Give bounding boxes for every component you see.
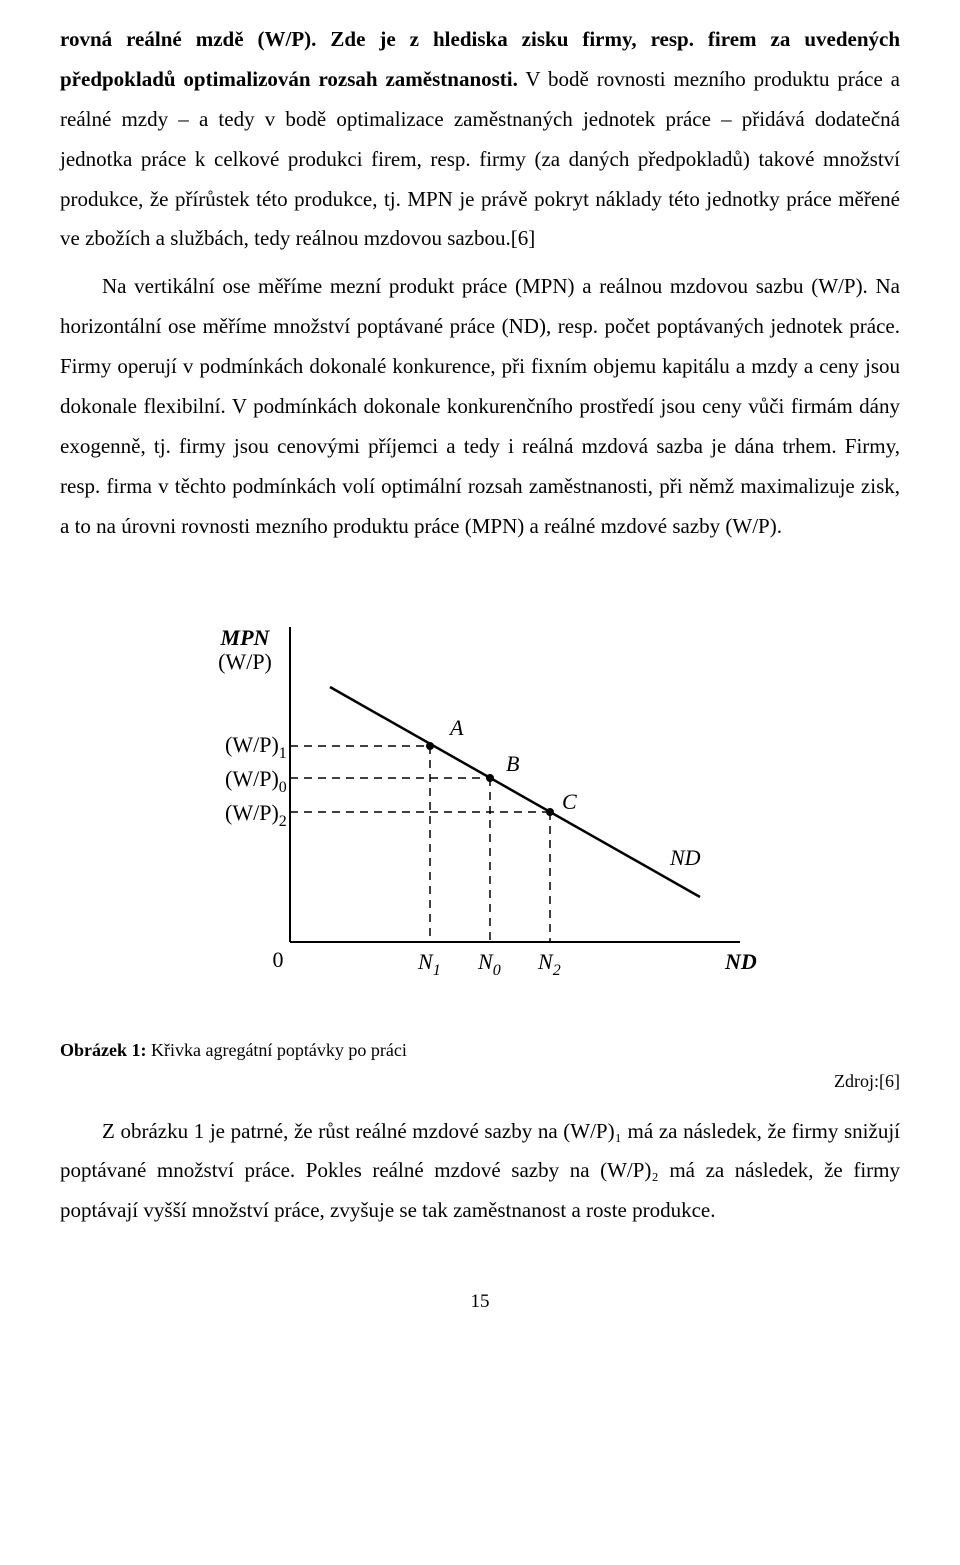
y-tick-wp0: (W/P)0 (225, 766, 287, 796)
nd-curve (330, 687, 700, 897)
labor-demand-chart: MPN (W/P) (W/P)1 (W/P)0 (W/P)2 A B C ND … (170, 607, 790, 1007)
label-c: C (562, 789, 577, 814)
figure-caption-row: Obrázek 1: Křivka agregátní poptávky po … (60, 1040, 900, 1092)
y-tick-wp1: (W/P)1 (225, 732, 287, 762)
point-c (546, 808, 554, 816)
paragraph-1-rest: V bodě rovnosti mezního produktu práce a… (60, 67, 900, 251)
origin-label: 0 (273, 947, 284, 972)
point-a (426, 742, 434, 750)
nd-line-label: ND (669, 845, 701, 870)
label-b: B (506, 751, 519, 776)
page: rovná reálné mzdě (W/P). Zde je z hledis… (0, 0, 960, 1353)
label-a: A (448, 715, 464, 740)
paragraph-1: rovná reálné mzdě (W/P). Zde je z hledis… (60, 20, 900, 259)
x-tick-n2: N2 (537, 949, 561, 979)
y-axis-label-mpn: MPN (220, 625, 271, 650)
figure-source: Zdroj:[6] (60, 1071, 900, 1092)
figure-caption-bold: Obrázek 1: (60, 1040, 146, 1060)
paragraph-2: Na vertikální ose měříme mezní produkt p… (60, 267, 900, 546)
page-number: 15 (60, 1291, 900, 1313)
x-axis-label: ND (724, 949, 757, 974)
figure-caption-text: Křivka agregátní poptávky po práci (146, 1040, 406, 1060)
figure-caption: Obrázek 1: Křivka agregátní poptávky po … (60, 1040, 900, 1061)
paragraph-3: Z obrázku 1 je patrné, že růst reálné mz… (60, 1112, 900, 1232)
point-b (486, 774, 494, 782)
x-tick-n1: N1 (417, 949, 441, 979)
y-axis-label-wp: (W/P) (218, 649, 272, 674)
figure-1: MPN (W/P) (W/P)1 (W/P)0 (W/P)2 A B C ND … (60, 607, 900, 1092)
x-tick-n0: N0 (477, 949, 501, 979)
y-tick-wp2: (W/P)2 (225, 800, 287, 830)
